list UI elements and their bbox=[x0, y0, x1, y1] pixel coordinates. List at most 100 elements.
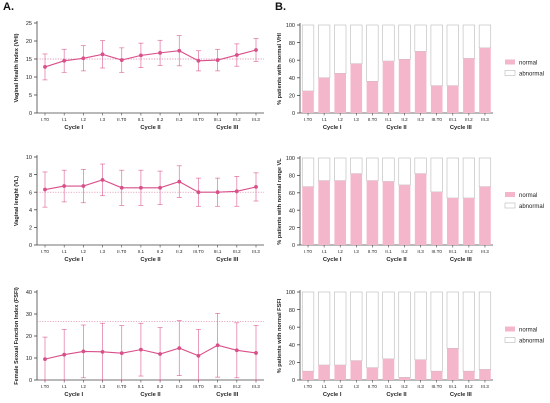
x-tick-label: I.2 bbox=[338, 384, 344, 389]
x-tick-label: II.T0 bbox=[117, 117, 127, 122]
bar-abnormal bbox=[382, 291, 395, 360]
y-tick-label: 15 bbox=[26, 57, 32, 63]
data-point bbox=[158, 50, 162, 55]
bar-normal bbox=[430, 85, 443, 113]
y-axis-title: Vaginal Health Index (VHI) bbox=[14, 33, 20, 102]
data-point bbox=[177, 48, 182, 53]
x-tick-label: I.3 bbox=[354, 117, 360, 122]
x-tick-label: I.3 bbox=[100, 384, 106, 389]
group-label: Cycle II bbox=[140, 392, 161, 398]
y-tick-label: 30 bbox=[26, 312, 32, 318]
x-tick-label: I.3 bbox=[354, 384, 360, 389]
bar-abnormal bbox=[366, 157, 379, 181]
x-tick-label: I.3 bbox=[100, 249, 106, 254]
x-tick-label: II.2 bbox=[157, 117, 164, 122]
y-tick-label: 80 bbox=[289, 41, 295, 47]
x-tick-label: I.2 bbox=[338, 249, 344, 254]
x-tick-label: III.T0 bbox=[193, 384, 204, 389]
group-label: Cycle III bbox=[450, 125, 472, 131]
data-point bbox=[43, 357, 47, 361]
group-label: Cycle I bbox=[64, 257, 83, 263]
data-point bbox=[119, 351, 124, 356]
y-axis-title: Vaginal lenght (VL) bbox=[14, 176, 20, 226]
data-point bbox=[81, 349, 86, 354]
data-point bbox=[215, 58, 220, 62]
data-point bbox=[254, 351, 258, 355]
x-tick-label: III.2 bbox=[233, 249, 241, 254]
bar-abnormal bbox=[382, 24, 395, 62]
bar-normal bbox=[366, 180, 379, 245]
bar-normal bbox=[366, 367, 379, 380]
vl-line-chart: 0 2 4 6 8 10 Vaginal lenght (VL) I.T0 I.1 I.2 I.3 I… bbox=[14, 155, 264, 263]
y-tick-label: 0 bbox=[29, 378, 32, 384]
x-tick-label: I.1 bbox=[62, 384, 68, 389]
bar-normal bbox=[350, 173, 363, 245]
bar-abnormal bbox=[462, 24, 475, 59]
data-point bbox=[62, 58, 67, 63]
x-tick-label: III.1 bbox=[449, 117, 457, 122]
y-tick-label: 100 bbox=[286, 290, 295, 296]
x-tick-label: I.1 bbox=[62, 117, 68, 122]
panel-letter-b: B. bbox=[275, 1, 286, 13]
legend-swatch-normal bbox=[505, 326, 515, 332]
y-tick-label: 40 bbox=[26, 290, 32, 296]
panel-letter-a: A. bbox=[3, 1, 14, 13]
bar-normal bbox=[398, 377, 411, 380]
x-tick-label: II.1 bbox=[138, 384, 145, 389]
x-tick-label: II.T0 bbox=[368, 117, 378, 122]
bar-abnormal bbox=[334, 24, 347, 74]
x-tick-label: III.T0 bbox=[193, 249, 204, 254]
bar-abnormal bbox=[398, 291, 411, 378]
bar-abnormal bbox=[414, 157, 427, 174]
data-point bbox=[196, 190, 201, 195]
bar-normal bbox=[463, 371, 475, 380]
bar-abnormal bbox=[318, 291, 331, 366]
bar-normal bbox=[414, 359, 427, 380]
bar-normal bbox=[382, 358, 395, 380]
data-point bbox=[177, 346, 182, 350]
data-point bbox=[234, 348, 239, 353]
data-point bbox=[139, 53, 143, 58]
x-tick-label: II.3 bbox=[176, 117, 183, 122]
bar-abnormal bbox=[398, 24, 411, 60]
bar-normal bbox=[334, 73, 346, 113]
x-tick-label: II.1 bbox=[385, 384, 392, 389]
data-point bbox=[158, 185, 162, 190]
bar-abnormal bbox=[334, 157, 347, 181]
legend-swatch-abnormal bbox=[504, 202, 516, 209]
y-tick-label: 80 bbox=[289, 174, 295, 180]
bar-normal bbox=[382, 181, 395, 245]
y-tick-label: 0 bbox=[292, 111, 295, 117]
bar-abnormal bbox=[430, 24, 443, 87]
y-tick-label: 20 bbox=[289, 226, 295, 232]
bar-abnormal bbox=[350, 157, 363, 174]
y-tick-label: 8 bbox=[29, 173, 32, 179]
y-tick-label: 40 bbox=[289, 343, 295, 349]
bar-abnormal bbox=[478, 291, 492, 370]
bar-abnormal bbox=[334, 291, 347, 366]
legend-swatch-abnormal bbox=[504, 70, 516, 76]
x-tick-label: I.T0 bbox=[304, 249, 312, 254]
x-tick-label: III.3 bbox=[252, 249, 260, 254]
data-point bbox=[81, 184, 86, 188]
bar-abnormal bbox=[446, 291, 459, 349]
bar-abnormal bbox=[350, 291, 363, 361]
data-point bbox=[100, 52, 105, 57]
y-tick-label: 6 bbox=[29, 190, 32, 196]
group-label: Cycle II bbox=[386, 392, 407, 398]
x-tick-label: III.T0 bbox=[431, 117, 442, 122]
bar-normal bbox=[414, 173, 427, 245]
data-point bbox=[43, 65, 47, 69]
y-tick-label: 2 bbox=[29, 226, 32, 232]
x-tick-label: I.1 bbox=[62, 249, 68, 254]
bar-abnormal bbox=[462, 291, 475, 372]
y-tick-label: 60 bbox=[289, 191, 295, 197]
x-tick-label: III.3 bbox=[481, 249, 489, 254]
x-tick-label: III.2 bbox=[233, 384, 241, 389]
y-tick-label: 20 bbox=[289, 94, 295, 100]
y-tick-label: 80 bbox=[289, 308, 295, 314]
y-tick-label: 0 bbox=[29, 111, 32, 117]
x-tick-label: III.1 bbox=[449, 384, 457, 389]
data-point bbox=[62, 352, 67, 357]
